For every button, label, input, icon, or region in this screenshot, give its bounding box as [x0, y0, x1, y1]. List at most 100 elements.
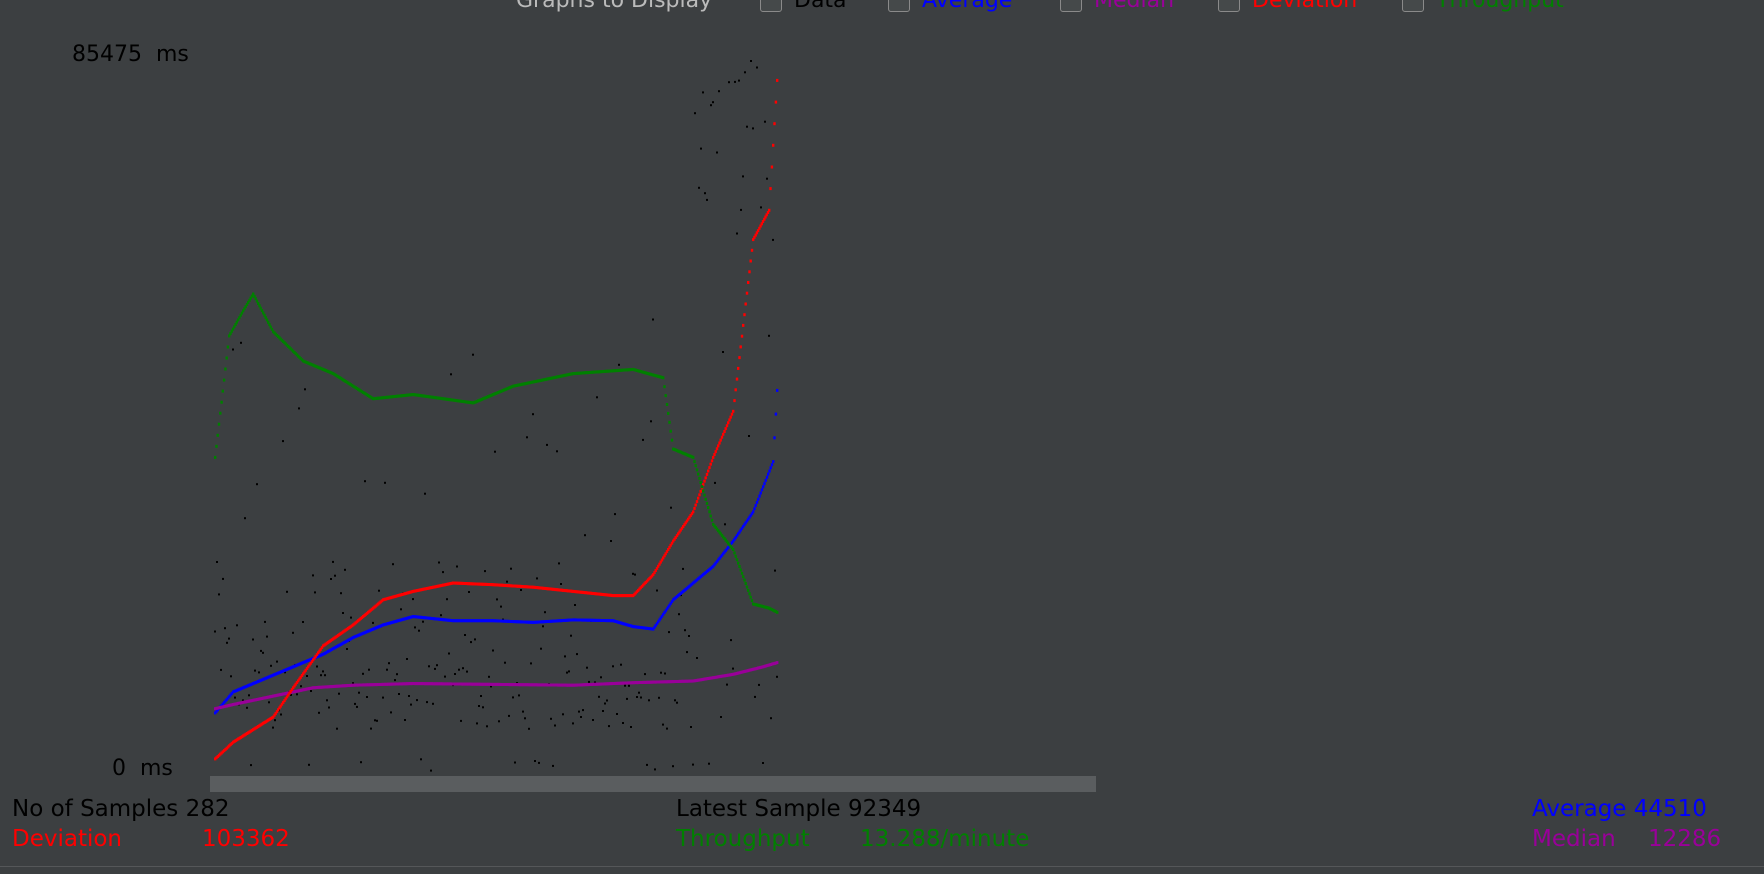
- median-point: [277, 693, 280, 697]
- average-point: [587, 618, 590, 622]
- data-point: [758, 683, 760, 686]
- median-point: [584, 683, 587, 687]
- median-point: [487, 682, 490, 686]
- throughput-point: [745, 585, 749, 589]
- median-checkbox[interactable]: [1060, 0, 1082, 12]
- median-point: [529, 683, 532, 687]
- throughput-point: [707, 506, 710, 510]
- median-point: [679, 679, 682, 683]
- graph-horizontal-scrollbar[interactable]: [210, 776, 1096, 792]
- deviation-point: [280, 702, 284, 706]
- median-point: [587, 683, 590, 687]
- deviation-point: [223, 749, 226, 753]
- throughput-point: [694, 464, 697, 468]
- median-point: [589, 683, 592, 686]
- deviation-point: [247, 731, 250, 735]
- data-point: [328, 706, 330, 709]
- data-checkbox[interactable]: [760, 0, 782, 12]
- throughput-point: [677, 449, 680, 453]
- median-point: [692, 679, 695, 683]
- average-point: [649, 627, 652, 631]
- deviation-point: [464, 582, 467, 585]
- median-point: [312, 686, 315, 690]
- throughput-point: [722, 535, 725, 539]
- deviation-point: [305, 667, 309, 670]
- median-point: [399, 682, 402, 686]
- throughput-point: [394, 394, 397, 398]
- average-checkbox[interactable]: [888, 0, 910, 12]
- average-point: [772, 460, 775, 464]
- throughput-point: [407, 393, 410, 397]
- median-point: [519, 683, 522, 687]
- deviation-point: [249, 729, 252, 733]
- median-point: [482, 682, 485, 686]
- throughput-point: [422, 394, 425, 398]
- median-point: [324, 685, 327, 689]
- data-point: [404, 719, 406, 721]
- average-point: [735, 534, 739, 538]
- average-point: [612, 619, 615, 623]
- median-point: [572, 683, 575, 687]
- data-point: [282, 440, 284, 443]
- data-point: [682, 567, 684, 570]
- median-point: [492, 682, 495, 686]
- average-point: [687, 585, 690, 589]
- throughput-point: [282, 340, 285, 343]
- throughput-point: [374, 397, 377, 400]
- average-point: [733, 537, 736, 541]
- throughput-value-cell: 13.288/minute: [860, 826, 1029, 852]
- deviation-point: [362, 615, 365, 618]
- data-point: [250, 764, 252, 767]
- throughput-point: [564, 373, 567, 377]
- average-point: [292, 665, 295, 669]
- median-point: [449, 682, 452, 686]
- data-point: [324, 674, 326, 677]
- deviation-checkbox[interactable]: [1218, 0, 1240, 12]
- deviation-point: [382, 598, 385, 602]
- toggle-median[interactable]: Median: [1060, 0, 1174, 13]
- average-point: [437, 617, 440, 621]
- median-point: [524, 683, 527, 687]
- throughput-checkbox[interactable]: [1402, 0, 1424, 12]
- data-point: [430, 769, 432, 772]
- deviation-point: [710, 459, 714, 463]
- deviation-point: [707, 469, 710, 473]
- throughput-point: [527, 381, 530, 385]
- deviation-point: [702, 483, 705, 487]
- toggle-data[interactable]: Data: [760, 0, 847, 13]
- deviation-point: [639, 586, 642, 590]
- deviation-point: [584, 591, 587, 595]
- median-point: [712, 676, 715, 680]
- data-point: [480, 695, 482, 697]
- median-point: [367, 683, 370, 687]
- data-point: [388, 662, 390, 665]
- average-point: [487, 619, 490, 623]
- median-point: [579, 683, 582, 687]
- throughput-point: [429, 395, 432, 399]
- throughput-point: [738, 565, 741, 568]
- median-point: [344, 684, 347, 688]
- toggle-average[interactable]: Average: [888, 0, 1012, 13]
- median-point: [614, 681, 617, 685]
- throughput-point: [602, 370, 605, 373]
- median-point: [417, 682, 420, 686]
- deviation-point: [322, 644, 325, 648]
- throughput-point: [552, 376, 555, 380]
- median-point: [567, 683, 570, 687]
- panel-divider[interactable]: [0, 866, 1764, 874]
- median-point: [219, 706, 222, 709]
- data-point: [764, 120, 766, 123]
- deviation-point: [517, 584, 520, 588]
- toggle-deviation[interactable]: Deviation: [1218, 0, 1357, 13]
- median-point: [267, 695, 270, 699]
- data-point: [530, 662, 532, 665]
- data-point: [426, 701, 428, 704]
- data-point: [556, 450, 558, 453]
- throughput-point: [267, 320, 270, 324]
- toggle-throughput[interactable]: Throughput: [1402, 0, 1564, 13]
- throughput-point: [772, 608, 775, 612]
- average-point: [369, 628, 372, 632]
- throughput-point: [693, 460, 696, 464]
- median-point: [554, 683, 557, 687]
- median-point: [297, 689, 300, 693]
